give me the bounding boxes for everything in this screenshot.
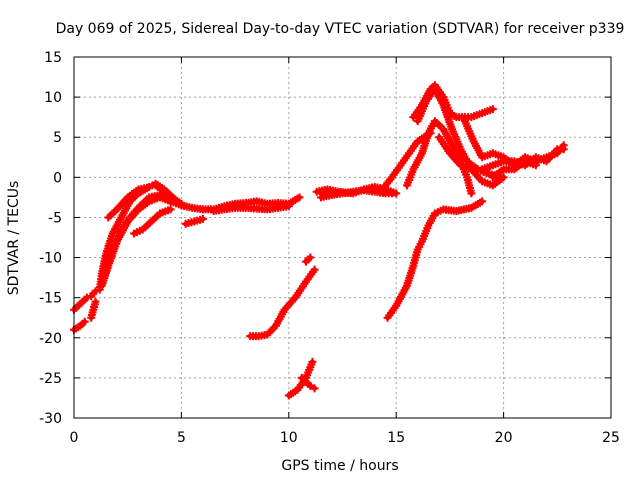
plus-marker — [198, 215, 207, 224]
y-tick-label: -15 — [39, 291, 62, 307]
plus-marker — [295, 193, 304, 202]
y-tick-label: 10 — [44, 90, 62, 106]
x-tick-label: 5 — [177, 430, 186, 446]
plus-marker — [499, 173, 508, 182]
y-tick-label: -5 — [48, 210, 62, 226]
series-sat-o — [301, 253, 315, 266]
plus-marker — [308, 357, 317, 366]
x-tick-label: 0 — [70, 430, 79, 446]
plus-marker — [91, 297, 100, 306]
series-sat-j — [151, 181, 186, 208]
plus-marker — [166, 205, 175, 214]
plus-marker — [80, 317, 89, 326]
plus-marker — [143, 183, 152, 192]
series-sat-k — [181, 215, 207, 228]
grid — [74, 57, 611, 418]
series-sat-u — [383, 197, 487, 322]
data-series — [70, 81, 568, 400]
y-axis-label: SDTVAR / TECUs — [6, 181, 22, 296]
plus-marker — [488, 105, 497, 114]
series-sat-q — [297, 373, 319, 393]
series-sat-ab — [488, 157, 540, 182]
series-sat-n — [246, 265, 319, 341]
x-tick-label: 15 — [387, 430, 405, 446]
plus-marker — [306, 253, 315, 262]
x-tick-label: 20 — [495, 430, 513, 446]
y-tick-label: -10 — [39, 251, 62, 267]
y-tick-label: -25 — [39, 371, 62, 387]
x-tick-labels: 0 5 10 15 20 25 — [70, 430, 620, 446]
plus-marker — [531, 161, 540, 170]
series-sat-y — [435, 133, 508, 190]
y-tick-label: 0 — [53, 170, 62, 186]
series-sat-m — [209, 202, 293, 216]
plus-marker — [467, 189, 476, 198]
chart-title: Day 069 of 2025, Sidereal Day-to-day VTE… — [56, 21, 625, 37]
plus-marker — [310, 384, 319, 393]
x-tick-label: 25 — [602, 430, 620, 446]
series-sat-a — [70, 293, 91, 314]
plus-marker — [306, 381, 315, 390]
series-sat-s — [317, 186, 396, 202]
plus-marker — [559, 145, 568, 154]
x-axis-label: GPS time / hours — [281, 458, 398, 474]
y-tick-labels: -30 -25 -20 -15 -10 -5 0 5 10 15 — [39, 50, 62, 427]
axis-ticks — [73, 56, 612, 419]
plus-marker — [478, 197, 487, 206]
y-tick-label: 15 — [44, 50, 62, 66]
plus-marker — [177, 199, 186, 208]
plot-frame — [73, 56, 612, 419]
series-sat-d — [87, 287, 100, 301]
x-tick-label: 10 — [280, 430, 298, 446]
series-sat-h — [104, 183, 152, 222]
series-sat-c — [87, 297, 100, 322]
series-sat-i — [130, 205, 175, 238]
y-tick-label: 5 — [53, 130, 62, 146]
y-tick-label: -30 — [39, 411, 62, 427]
plus-marker — [284, 202, 293, 211]
plus-marker — [387, 189, 396, 198]
y-tick-label: -20 — [39, 331, 62, 347]
plus-marker — [310, 265, 319, 274]
